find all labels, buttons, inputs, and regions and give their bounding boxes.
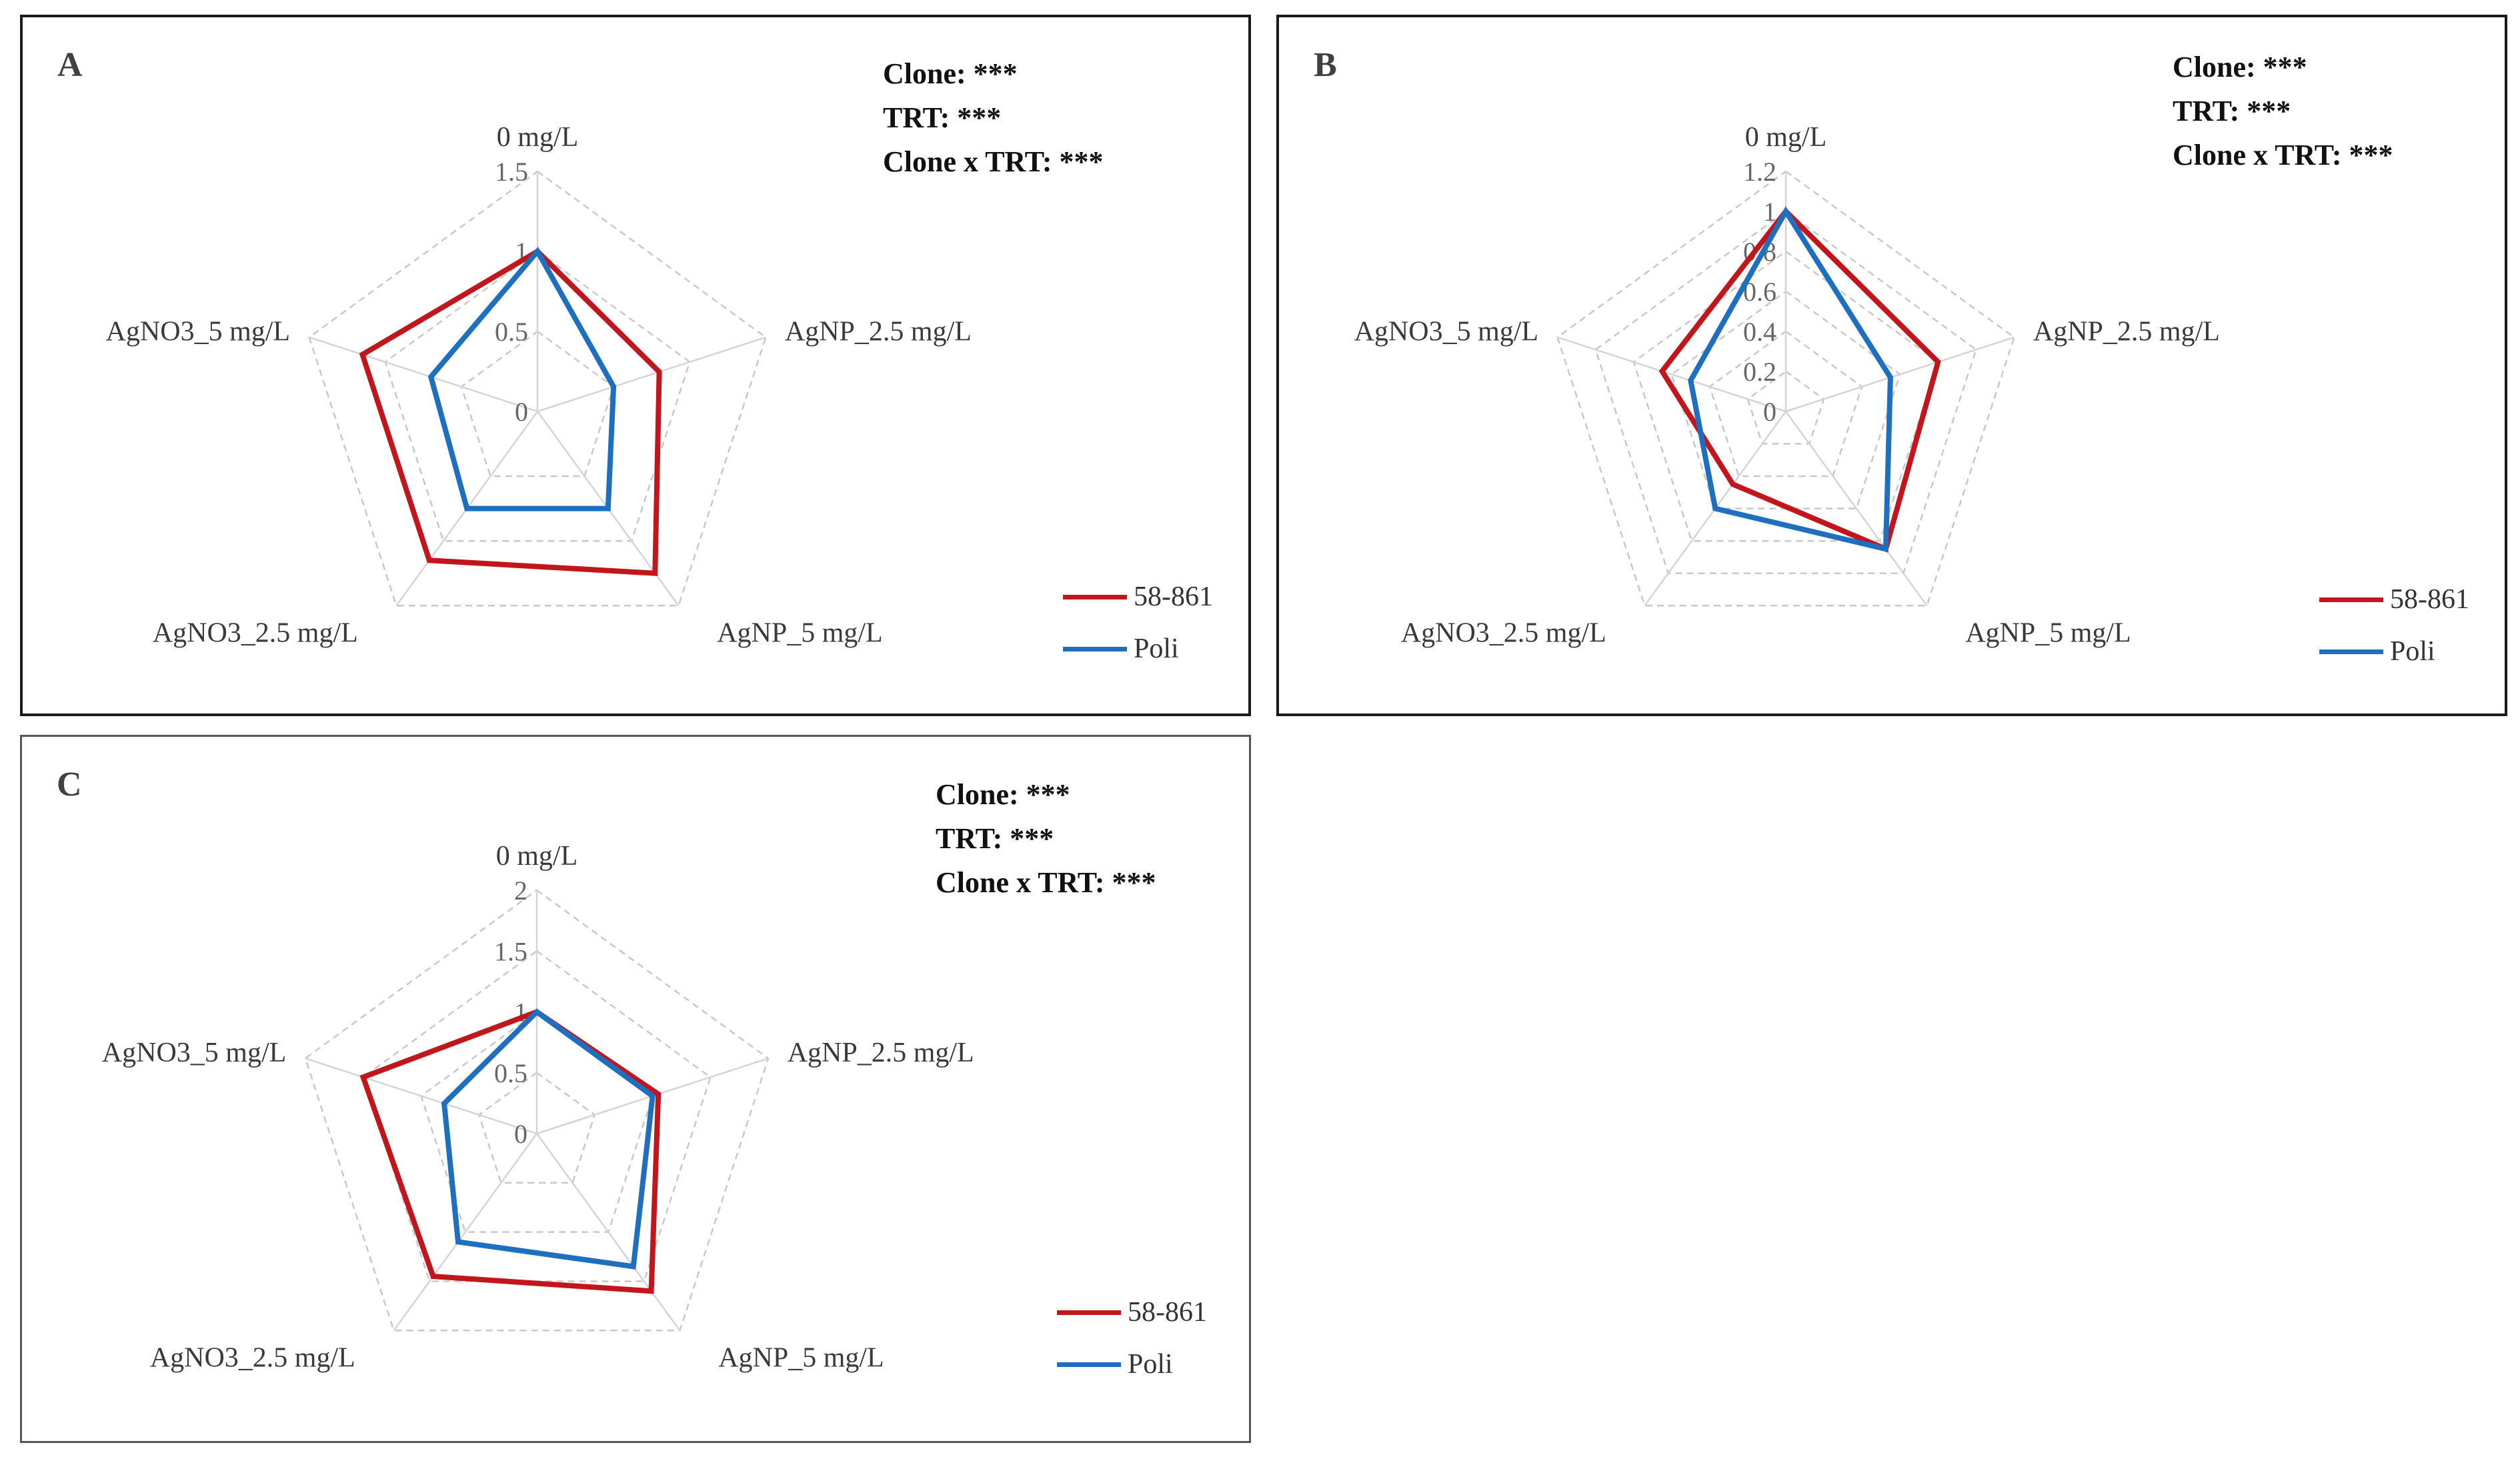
panel-label: B <box>1314 46 1337 84</box>
panel-label: C <box>57 766 82 804</box>
axis-label: AgNO3_2.5 mg/L <box>1401 618 1606 649</box>
chart-panel-a: 0 0.5 1 1.5 0 mg/L AgNP_2.5 mg/L AgNP_5 mg/L Ag… <box>20 15 1251 716</box>
series-line-poli <box>1688 206 1893 553</box>
tick-label: 0.2 <box>1743 357 1776 387</box>
series-line-poli <box>441 1008 656 1270</box>
axis-label: AgNO3_2.5 mg/L <box>153 618 358 649</box>
stat-clone-x-trt: Clone x TRT: *** <box>936 866 1156 899</box>
legend-item-58-861: 58-861 <box>1063 571 1213 623</box>
tick-label: 0.5 <box>495 317 528 347</box>
legend-item-poli: Poli <box>2319 625 2469 677</box>
grid-ring <box>1556 170 2015 607</box>
spoke-line <box>1557 336 1786 413</box>
series-line-poli <box>427 247 617 511</box>
spoke-line <box>1784 411 1928 606</box>
stat-clone: Clone: *** <box>936 778 1070 811</box>
legend-item-poli: Poli <box>1057 1338 1207 1390</box>
spoke-line <box>305 1058 537 1135</box>
stat-trt: TRT: *** <box>936 822 1054 855</box>
chart-panel-c: 0 0.5 1 1.5 2 0 mg/L AgNP_2.5 mg/L AgNP_5 mg/L A… <box>20 735 1251 1443</box>
axis-label: AgNP_5 mg/L <box>717 618 883 649</box>
axis-label: AgNP_2.5 mg/L <box>2033 317 2220 347</box>
legend-item-58-861: 58-861 <box>1057 1286 1207 1338</box>
axis-label: AgNP_2.5 mg/L <box>785 317 972 347</box>
axis-label: 0 mg/L <box>1745 122 1827 153</box>
spoke-line <box>537 336 766 413</box>
tick-label: 1.2 <box>1743 157 1776 187</box>
legend-item-poli: Poli <box>1063 623 1213 675</box>
chart-panel-b: 0 0.2 0.4 0.6 0.8 1 1.2 0 mg/L AgNP_2.5 mg/L AgNP… <box>1276 15 2507 716</box>
legend-label-58-861: 58-861 <box>1128 1297 1207 1328</box>
significance-stats: Clone: *** TRT: *** Clone x TRT: *** <box>883 52 1104 184</box>
spoke-line <box>309 336 538 413</box>
spoke-line <box>393 1133 538 1332</box>
grid-ring <box>1708 330 1863 477</box>
grid-ring <box>1594 210 1977 574</box>
tick-label: 0.4 <box>1743 317 1776 347</box>
spoke-line <box>1785 336 2015 413</box>
axis-label: AgNP_2.5 mg/L <box>788 1038 974 1068</box>
legend: 58-861 Poli <box>1057 1286 1207 1390</box>
stat-clone-x-trt: Clone x TRT: *** <box>883 145 1104 178</box>
stat-clone-x-trt: Clone x TRT: *** <box>2173 139 2393 171</box>
tick-label: 0.5 <box>494 1058 527 1088</box>
grid-ring <box>384 250 691 542</box>
legend-swatch-58-861 <box>1063 594 1127 599</box>
axis-label: AgNO3_5 mg/L <box>1354 317 1539 347</box>
axis-label: AgNO3_5 mg/L <box>102 1038 287 1068</box>
stat-trt: TRT: *** <box>883 101 1002 134</box>
grid-ring <box>1632 250 1939 542</box>
legend-swatch-poli <box>1063 646 1127 651</box>
grid-ring <box>1746 370 1825 445</box>
axis-label: AgNO3_5 mg/L <box>106 317 291 347</box>
significance-stats: Clone: *** TRT: *** Clone x TRT: *** <box>2173 45 2393 177</box>
panel-label: A <box>57 46 83 84</box>
stat-clone: Clone: *** <box>883 57 1018 90</box>
axis-label: AgNP_5 mg/L <box>1965 618 2131 649</box>
tick-label: 0 <box>1763 397 1776 427</box>
grid-ring <box>460 330 615 477</box>
legend-label-poli: Poli <box>1134 633 1179 664</box>
tick-label: 0 <box>515 397 528 427</box>
legend-label-poli: Poli <box>2390 636 2435 667</box>
legend-item-58-861: 58-861 <box>2319 573 2469 625</box>
legend-label-poli: Poli <box>1128 1349 1173 1380</box>
stat-trt: TRT: *** <box>2173 95 2291 127</box>
axis-label: AgNO3_2.5 mg/L <box>150 1343 355 1374</box>
series-line-58-861 <box>359 1009 662 1294</box>
grid-ring <box>477 1072 596 1184</box>
grid-ring <box>304 889 770 1332</box>
axis-label: AgNP_5 mg/L <box>718 1343 884 1374</box>
legend-label-58-861: 58-861 <box>1134 581 1213 612</box>
series-line-58-861 <box>1658 207 1941 553</box>
tick-label: 1 <box>1763 197 1776 227</box>
tick-label: 0 <box>514 1119 527 1149</box>
legend-swatch-poli <box>2319 649 2383 654</box>
legend: 58-861 Poli <box>1063 571 1213 675</box>
tick-label: 1.5 <box>494 936 527 966</box>
axis-label: 0 mg/L <box>496 841 578 872</box>
spoke-line <box>535 1133 681 1332</box>
series-line-58-861 <box>359 247 662 576</box>
legend: 58-861 Poli <box>2319 573 2469 677</box>
tick-label: 2 <box>514 876 527 906</box>
legend-swatch-poli <box>1057 1362 1121 1367</box>
legend-swatch-58-861 <box>2319 597 2383 602</box>
legend-swatch-58-861 <box>1057 1310 1121 1315</box>
axis-label: 0 mg/L <box>497 122 579 153</box>
grid-ring <box>308 170 767 607</box>
stat-clone: Clone: *** <box>2173 51 2307 83</box>
tick-label: 1.5 <box>495 157 528 187</box>
legend-label-58-861: 58-861 <box>2390 584 2469 615</box>
significance-stats: Clone: *** TRT: *** Clone x TRT: *** <box>936 773 1156 905</box>
